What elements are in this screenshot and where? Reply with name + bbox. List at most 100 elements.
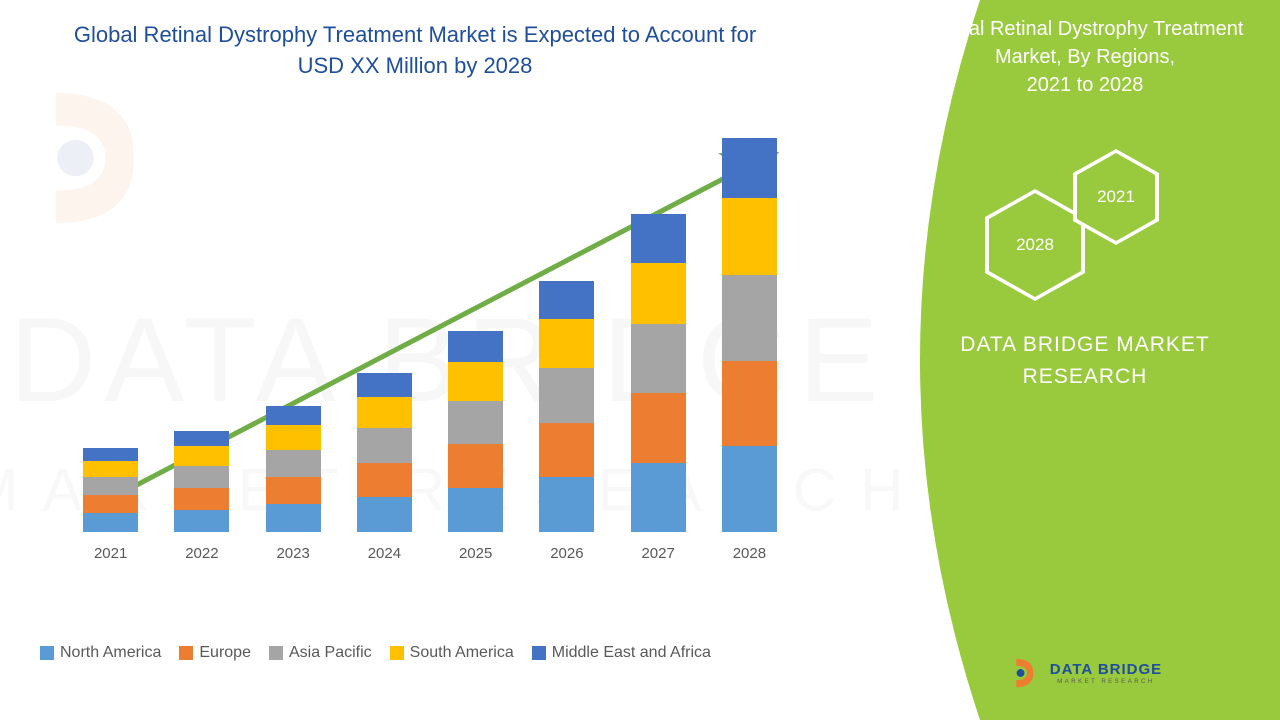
logo-sub-text: MARKET RESEARCH <box>1050 679 1162 685</box>
bar-segment <box>539 319 594 368</box>
bar-group: 2021 <box>76 448 146 532</box>
x-axis-label: 2023 <box>276 545 309 562</box>
legend-item: North America <box>40 644 161 662</box>
bar-segment <box>448 401 503 445</box>
bar-segment <box>722 361 777 446</box>
chart-panel: Global Retinal Dystrophy Treatment Marke… <box>0 0 830 720</box>
legend-swatch <box>40 646 54 660</box>
legend-swatch <box>269 646 283 660</box>
hexagon-group: 2028 2021 <box>985 149 1185 289</box>
bar-segment <box>174 431 229 446</box>
bar-segment <box>448 362 503 401</box>
bar-group: 2027 <box>623 214 693 531</box>
bar-segment <box>631 324 686 393</box>
legend-swatch <box>390 646 404 660</box>
bar-segment <box>722 138 777 198</box>
bar-group: 2026 <box>532 281 602 532</box>
right-title-line1: Global Retinal Dystrophy Treatment <box>910 15 1260 43</box>
bar-segment <box>357 397 412 428</box>
logo-icon <box>1008 656 1042 690</box>
bar-group: 2024 <box>349 373 419 532</box>
bar-group: 2022 <box>167 431 237 532</box>
legend-item: Europe <box>179 644 251 662</box>
legend-item: Asia Pacific <box>269 644 372 662</box>
chart-area: 2021 2022 2023 2024 2025 2026 2027 2028 <box>35 112 795 572</box>
legend-swatch <box>179 646 193 660</box>
x-axis-label: 2021 <box>94 545 127 562</box>
bar-segment <box>448 488 503 532</box>
logo-main-text: DATA BRIDGE <box>1050 662 1162 677</box>
bar-segment <box>539 281 594 319</box>
bar-segment <box>174 466 229 488</box>
bar-segment <box>722 198 777 275</box>
bar-segment <box>448 444 503 488</box>
bar-segment <box>83 448 138 461</box>
right-title-line2: Market, By Regions, <box>910 43 1260 71</box>
bar-segment <box>722 275 777 360</box>
chart-title: Global Retinal Dystrophy Treatment Marke… <box>30 20 800 82</box>
bar-segment <box>357 497 412 532</box>
x-axis-label: 2024 <box>368 545 401 562</box>
bar-stack <box>266 406 321 531</box>
bar-stack <box>357 373 412 532</box>
legend-swatch <box>532 646 546 660</box>
legend-label: North America <box>60 644 161 662</box>
legend-label: Middle East and Africa <box>552 644 711 662</box>
bar-segment <box>539 368 594 423</box>
bar-stack <box>631 214 686 531</box>
bars-container: 2021 2022 2023 2024 2025 2026 2027 2028 <box>65 132 795 532</box>
right-title: Global Retinal Dystrophy Treatment Marke… <box>910 15 1260 99</box>
logo: DATA BRIDGE MARKET RESEARCH <box>1008 656 1162 690</box>
bar-segment <box>631 214 686 262</box>
hexagon-2028: 2028 <box>985 189 1085 301</box>
bar-segment <box>83 477 138 495</box>
bar-segment <box>83 461 138 477</box>
bar-segment <box>448 331 503 362</box>
bar-stack <box>174 431 229 532</box>
bar-segment <box>266 477 321 504</box>
legend-item: South America <box>390 644 514 662</box>
hexagon-2021: 2021 <box>1073 149 1159 245</box>
bar-stack <box>448 331 503 532</box>
bar-segment <box>631 463 686 532</box>
bar-segment <box>722 446 777 531</box>
bar-group: 2023 <box>258 406 328 531</box>
bar-group: 2025 <box>441 331 511 532</box>
legend-label: Asia Pacific <box>289 644 372 662</box>
bar-segment <box>539 477 594 532</box>
bar-segment <box>266 406 321 425</box>
bar-segment <box>174 510 229 532</box>
bar-segment <box>266 425 321 450</box>
x-axis-label: 2027 <box>641 545 674 562</box>
bar-stack <box>539 281 594 532</box>
bar-segment <box>174 488 229 510</box>
bar-segment <box>631 263 686 325</box>
bar-segment <box>174 446 229 466</box>
x-axis-label: 2028 <box>733 545 766 562</box>
bar-segment <box>83 495 138 513</box>
bar-stack <box>83 448 138 532</box>
x-axis-label: 2026 <box>550 545 583 562</box>
right-panel: Global Retinal Dystrophy Treatment Marke… <box>830 0 1280 720</box>
bar-group: 2028 <box>714 138 784 532</box>
legend-label: Europe <box>199 644 251 662</box>
brand-name: DATA BRIDGE MARKET RESEARCH <box>910 329 1260 392</box>
bar-segment <box>357 428 412 463</box>
bar-segment <box>357 463 412 498</box>
right-content: Global Retinal Dystrophy Treatment Marke… <box>890 0 1280 720</box>
bar-segment <box>266 504 321 531</box>
hex-2028-label: 2028 <box>989 193 1081 297</box>
x-axis-label: 2025 <box>459 545 492 562</box>
legend: North America Europe Asia Pacific South Ame… <box>40 644 800 662</box>
bar-segment <box>266 450 321 477</box>
logo-text: DATA BRIDGE MARKET RESEARCH <box>1050 662 1162 685</box>
legend-item: Middle East and Africa <box>532 644 711 662</box>
bar-segment <box>83 513 138 531</box>
bar-stack <box>722 138 777 532</box>
right-title-line3: 2021 to 2028 <box>910 71 1260 99</box>
bar-segment <box>357 373 412 398</box>
bar-segment <box>539 423 594 478</box>
bar-segment <box>631 393 686 462</box>
hex-2021-label: 2021 <box>1077 153 1155 241</box>
x-axis-label: 2022 <box>185 545 218 562</box>
